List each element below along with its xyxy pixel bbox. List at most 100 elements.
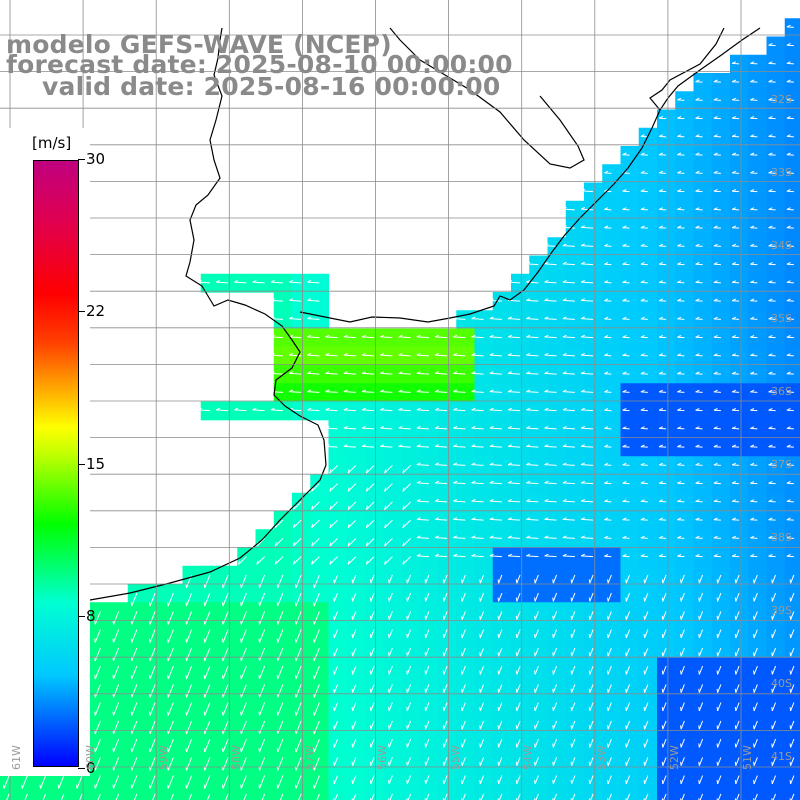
wind-arrow-head bbox=[622, 335, 627, 338]
wind-arrow-head bbox=[570, 706, 573, 712]
wind-speed-cell bbox=[584, 419, 603, 439]
wind-arrow-head bbox=[753, 597, 755, 602]
wind-arrow bbox=[453, 464, 466, 466]
wind-arrow-head bbox=[544, 279, 549, 283]
wind-arrow bbox=[206, 793, 211, 800]
wind-arrow-head bbox=[786, 335, 791, 338]
wind-speed-cell bbox=[748, 127, 768, 147]
wind-arrow-head bbox=[731, 444, 737, 448]
wind-arrow bbox=[204, 665, 211, 680]
wind-arrow-head bbox=[270, 298, 275, 301]
wind-arrow bbox=[768, 135, 776, 138]
wind-arrow-head bbox=[434, 535, 440, 539]
wind-arrow bbox=[589, 592, 594, 602]
wind-speed-cell bbox=[748, 419, 768, 439]
wind-arrow-head bbox=[471, 407, 476, 411]
wind-speed-cell bbox=[292, 292, 311, 311]
wind-arrow-head bbox=[515, 670, 518, 675]
wind-speed-cell bbox=[456, 419, 476, 439]
wind-arrow-head bbox=[734, 706, 737, 712]
wind-speed-cell bbox=[784, 766, 800, 786]
wind-arrow bbox=[544, 391, 557, 393]
wind-arrow bbox=[388, 574, 393, 584]
wind-arrow-head bbox=[580, 334, 586, 338]
wind-arrow bbox=[261, 793, 266, 800]
wind-arrow bbox=[113, 647, 120, 662]
wind-arrow bbox=[552, 611, 558, 620]
wind-arrow bbox=[352, 647, 357, 657]
wind-arrow-head bbox=[295, 711, 297, 716]
wind-arrow-head bbox=[713, 116, 718, 119]
wind-speed-cell bbox=[310, 784, 330, 800]
wind-arrow bbox=[626, 793, 631, 800]
wind-arrow bbox=[416, 500, 429, 503]
wind-arrow-head bbox=[222, 748, 224, 753]
wind-arrow-head bbox=[734, 688, 737, 693]
wind-arrow bbox=[270, 318, 283, 320]
wind-speed-cell bbox=[273, 273, 293, 293]
wind-speed-cell bbox=[602, 164, 622, 184]
wind-arrow-head bbox=[552, 706, 554, 712]
wind-arrow-head bbox=[365, 505, 368, 510]
wind-arrow bbox=[380, 445, 393, 448]
wind-speed-cell bbox=[620, 219, 640, 238]
wind-arrow bbox=[277, 720, 284, 735]
wind-arrow bbox=[471, 500, 484, 503]
wind-arrow bbox=[40, 775, 47, 789]
wind-arrow bbox=[443, 629, 448, 639]
wind-arrow bbox=[604, 245, 612, 247]
wind-arrow-head bbox=[622, 426, 627, 429]
wind-arrow bbox=[526, 500, 539, 503]
wind-arrow bbox=[552, 757, 558, 766]
wind-arrow bbox=[94, 720, 101, 735]
wind-arrow-head bbox=[329, 505, 332, 510]
wind-arrow bbox=[149, 702, 156, 716]
wind-speed-cell bbox=[693, 456, 713, 476]
wind-arrow-head bbox=[640, 225, 645, 229]
wind-arrow-head bbox=[771, 615, 773, 620]
wind-speed-cell bbox=[766, 310, 786, 330]
lon-label: 55W bbox=[449, 745, 462, 770]
wind-arrow bbox=[186, 592, 193, 607]
wind-arrow bbox=[571, 738, 576, 748]
wind-speed-cell bbox=[675, 182, 695, 202]
wind-arrow bbox=[384, 501, 393, 511]
wind-arrow-head bbox=[453, 553, 458, 557]
wind-speed-cell bbox=[693, 73, 713, 92]
wind-speed-cell bbox=[784, 675, 800, 695]
wind-speed-cell bbox=[255, 784, 275, 800]
wind-arrow-head bbox=[534, 670, 536, 675]
wind-arrow-head bbox=[698, 579, 700, 584]
wind-arrow bbox=[735, 647, 740, 657]
wind-arrow-head bbox=[731, 79, 737, 83]
wind-arrow-head bbox=[461, 761, 463, 766]
wind-arrow-head bbox=[677, 225, 682, 229]
wind-arrow-head bbox=[424, 615, 427, 620]
wind-speed-cell bbox=[693, 91, 713, 111]
wind-speed-cell bbox=[620, 200, 640, 220]
wind-arrow bbox=[370, 720, 375, 730]
wind-arrow bbox=[289, 372, 302, 375]
wind-arrow bbox=[453, 354, 466, 357]
wind-speed-cell bbox=[784, 584, 800, 603]
wind-arrow-head bbox=[380, 334, 385, 338]
wind-arrow-head bbox=[507, 371, 513, 374]
wind-arrow bbox=[662, 738, 667, 748]
wind-arrow bbox=[544, 281, 557, 284]
wind-speed-cell bbox=[383, 365, 403, 384]
wind-speed-cell bbox=[584, 237, 603, 257]
wind-arrow bbox=[625, 629, 631, 639]
wind-arrow bbox=[680, 574, 685, 584]
wind-speed-cell bbox=[419, 784, 439, 800]
wind-arrow-head bbox=[489, 298, 494, 301]
wind-arrow-head bbox=[526, 261, 531, 265]
wind-arrow-head bbox=[640, 517, 645, 521]
wind-arrow-head bbox=[222, 711, 224, 716]
wind-arrow-head bbox=[677, 207, 682, 210]
wind-arrow-head bbox=[442, 579, 445, 584]
wind-arrow bbox=[370, 629, 375, 639]
wind-arrow-head bbox=[661, 633, 664, 639]
wind-arrow-head bbox=[434, 371, 440, 374]
wind-arrow-head bbox=[768, 243, 773, 247]
wind-arrow-head bbox=[94, 748, 96, 753]
